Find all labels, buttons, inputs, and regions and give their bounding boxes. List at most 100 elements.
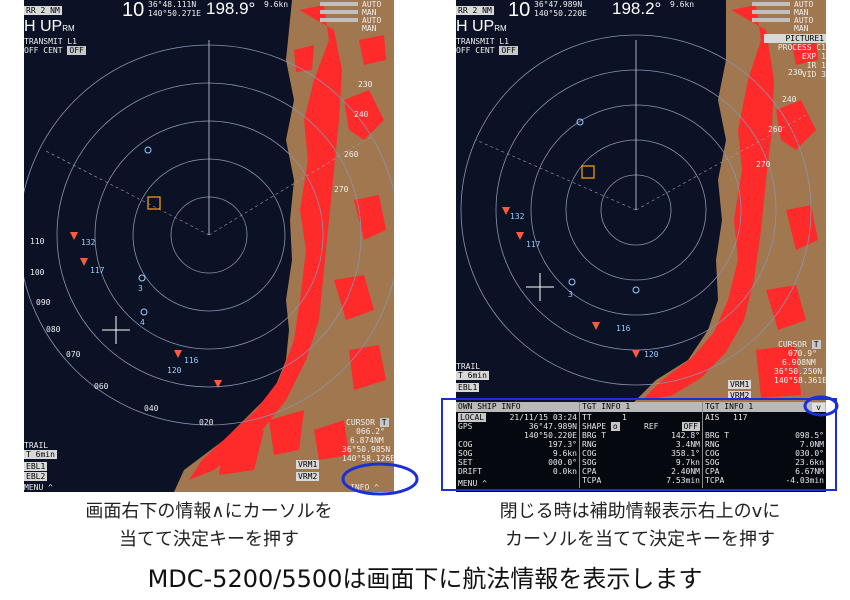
man-label[interactable]: MAN [362, 24, 377, 33]
mode-label[interactable]: H UPRM [456, 18, 507, 35]
ir-label[interactable]: IR 1 [806, 61, 826, 70]
target-id: 117 [90, 266, 105, 275]
caption-right-line2: カーソルを当てて決定キーを押す [505, 529, 775, 550]
tgt-info-title: TGT INFO 1 [580, 402, 702, 412]
target-id: 117 [526, 240, 541, 249]
trail-value[interactable]: T 6min [24, 450, 57, 459]
highlight-rect-panel [441, 398, 837, 491]
nav-info-panel: OWN SHIP INFO LOCAL 21/11/15 03:24 GPS 36°… [456, 402, 826, 492]
sea-bar[interactable] [752, 10, 790, 14]
picture-settings: PICTURE1 PROCESS C1 EXP 1 IR 1 VID 3 [764, 34, 826, 79]
man-label[interactable]: MAN [362, 8, 377, 17]
tgt-info-1: TGT INFO 1 TT 1 SHAPE o REF OFF BRG T 142.8°… [580, 402, 703, 488]
ebl2-button[interactable]: EBL2 [24, 472, 48, 481]
radar-display-left [24, 0, 394, 492]
own-lat: 36°47.989N [534, 0, 583, 9]
auto-label[interactable]: AUTO [362, 16, 382, 25]
gain-bar[interactable] [320, 2, 358, 6]
menu-button[interactable]: MENU ^ [458, 479, 487, 488]
transmit-label[interactable]: TRANSMIT L1 [456, 37, 509, 46]
range-box[interactable]: RR 2 NM [24, 6, 62, 15]
rain-bar[interactable] [752, 18, 790, 22]
ring-label: 080 [46, 325, 61, 334]
off-cent-toggle[interactable]: OFF [67, 46, 86, 55]
ring-label: 090 [36, 298, 51, 307]
vrm1-button[interactable]: VRM1 [728, 380, 752, 389]
ring-label: 240 [354, 110, 369, 119]
heading-value: 198.9° [206, 0, 256, 18]
trail-label: TRAIL [24, 441, 49, 450]
target-id: 132 [81, 238, 96, 247]
radar-display-right [460, 0, 826, 402]
transmit-label[interactable]: TRANSMIT L1 [24, 37, 77, 46]
auto-label[interactable]: AUTO [794, 0, 814, 9]
gain-bar[interactable] [752, 2, 790, 6]
auto-label[interactable]: AUTO [362, 0, 382, 9]
info-button[interactable]: INFO ^ [350, 483, 379, 492]
sea-bar[interactable] [320, 10, 358, 14]
man-label[interactable]: MAN [794, 24, 809, 33]
ring-label: 240 [782, 95, 797, 104]
target-id: 116 [184, 356, 199, 365]
speed-value: 9.6kn [670, 0, 695, 9]
ref-toggle[interactable]: OFF [681, 422, 700, 431]
caption-left-line1: 画面右下の情報∧にカーソルを [85, 501, 333, 522]
ring-label: 110 [30, 237, 45, 246]
off-cent-row: OFF CENT OFF [24, 46, 86, 55]
vrm2-button[interactable]: VRM2 [728, 391, 752, 400]
gain-value[interactable]: 10 [508, 0, 531, 21]
own-ship-info: OWN SHIP INFO LOCAL 21/11/15 03:24 GPS 36°… [456, 402, 580, 488]
exp-label[interactable]: EXP 1 [801, 52, 826, 61]
range-unit: NM [482, 6, 492, 15]
target-id: 116 [616, 324, 631, 333]
caption-left-line2: 当てて決定キーを押す [119, 529, 299, 550]
target-id: 3 [568, 290, 573, 299]
speed-value: 9.6kn [264, 0, 289, 9]
ebl1-button[interactable]: EBL1 [24, 462, 48, 471]
target-id: 120 [167, 366, 182, 375]
trail-value[interactable]: T 6min [456, 371, 489, 380]
cursor-mode-toggle[interactable]: T [811, 340, 821, 349]
highlight-ellipse-info [341, 462, 419, 496]
rain-bar[interactable] [320, 18, 358, 22]
ring-label: 260 [344, 150, 359, 159]
ring-label: 060 [94, 382, 109, 391]
local-time: 21/11/15 03:24 [509, 413, 577, 422]
vrm1-button[interactable]: VRM1 [296, 460, 320, 469]
cursor-cross [102, 316, 130, 344]
off-cent-toggle[interactable]: OFF [499, 46, 518, 55]
gain-value[interactable]: 10 [122, 0, 145, 21]
radar-echoes [642, 5, 818, 400]
target-id: 120 [644, 350, 659, 359]
local-label[interactable]: LOCAL [458, 413, 487, 422]
own-ship-title: OWN SHIP INFO [456, 402, 579, 412]
info-open-caret[interactable]: ^ [374, 483, 379, 492]
ebl-line [43, 149, 210, 236]
auto-label[interactable]: AUTO [794, 16, 814, 25]
shape-toggle[interactable]: o [610, 422, 620, 431]
radar-echoes [189, 5, 386, 480]
target-id: 132 [510, 212, 525, 221]
trail-label: TRAIL [456, 362, 481, 371]
ebl1-button[interactable]: EBL1 [456, 383, 480, 392]
highlight-ellipse-close [803, 395, 839, 417]
cursor-mode-toggle[interactable]: T [379, 418, 389, 427]
own-lat: 36°48.111N [148, 0, 197, 9]
vrm2-button[interactable]: VRM2 [296, 472, 320, 481]
menu-button[interactable]: MENU ^ [24, 483, 53, 492]
radar-screen-right: RR 2 NM H UPRM TRANSMIT L1 OFF CENT OFF … [456, 0, 826, 492]
range-box[interactable]: RR 2 NM [456, 6, 494, 15]
vid-label[interactable]: VID 3 [801, 70, 826, 79]
range-label: RR [458, 6, 468, 15]
land-mass [174, 0, 394, 492]
ring-label: 040 [144, 404, 159, 413]
panel-close-button[interactable]: v [812, 403, 825, 412]
tgt-info-ais: TGT INFO 1 AIS 117 BRG T 098.5° RNG 7.0NM C… [703, 402, 826, 485]
picture-button[interactable]: PICTURE1 [764, 34, 826, 43]
range-value: 2 [472, 6, 478, 15]
heading-value: 198.2° [612, 0, 662, 18]
mode-label[interactable]: H UPRM [24, 18, 75, 35]
caption-bottom: MDC-5200/5500は画面下に航法情報を表示します [147, 565, 703, 593]
man-label[interactable]: MAN [794, 8, 809, 17]
process-label[interactable]: PROCESS C1 [777, 43, 826, 52]
